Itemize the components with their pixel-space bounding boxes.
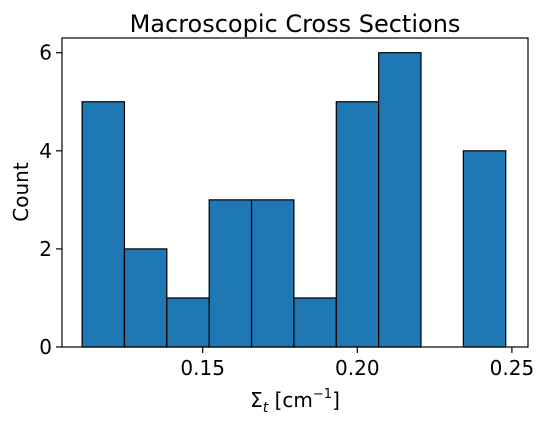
histogram-bar [335,101,380,348]
histogram-bar [462,150,507,348]
x-axis-ticks: 0.15 0.20 0.25 [180,347,534,380]
bars-group [81,52,507,348]
plot-frame [61,37,529,348]
histogram-bar [250,199,295,348]
histogram-bar [123,248,168,348]
histogram-bar [293,297,337,348]
histogram-bar [81,101,126,348]
x-tick-label: 0.15 [180,356,225,380]
y-tick-label: 6 [39,41,52,65]
y-tick-label: 2 [39,237,52,261]
chart-title: Macroscopic Cross Sections [130,10,461,38]
histogram-bar [166,297,210,348]
histogram-bar [208,199,253,348]
x-tick-label: 0.20 [335,356,380,380]
y-tick-label: 4 [39,139,52,163]
x-axis-label: Σt [cm−1] [250,387,340,416]
y-axis-label: Count [9,162,33,222]
histogram-bar [378,52,422,348]
y-axis-ticks: 0 2 4 6 [39,41,62,359]
x-tick-label: 0.25 [490,356,535,380]
y-tick-label: 0 [39,335,52,359]
